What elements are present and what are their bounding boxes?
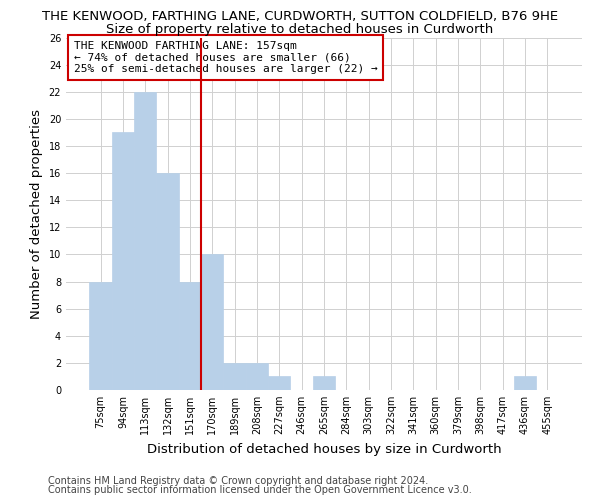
Bar [514, 376, 536, 390]
Text: Contains HM Land Registry data © Crown copyright and database right 2024.: Contains HM Land Registry data © Crown c… [48, 476, 428, 486]
Bar [89, 282, 112, 390]
Bar [313, 376, 335, 390]
X-axis label: Distribution of detached houses by size in Curdworth: Distribution of detached houses by size … [146, 442, 502, 456]
Bar [223, 363, 246, 390]
Text: THE KENWOOD FARTHING LANE: 157sqm
← 74% of detached houses are smaller (66)
25% : THE KENWOOD FARTHING LANE: 157sqm ← 74% … [74, 41, 377, 74]
Bar [134, 92, 157, 390]
Bar [268, 376, 290, 390]
Bar [179, 282, 201, 390]
Text: Size of property relative to detached houses in Curdworth: Size of property relative to detached ho… [106, 22, 494, 36]
Text: THE KENWOOD, FARTHING LANE, CURDWORTH, SUTTON COLDFIELD, B76 9HE: THE KENWOOD, FARTHING LANE, CURDWORTH, S… [42, 10, 558, 23]
Bar [112, 132, 134, 390]
Bar [201, 254, 223, 390]
Y-axis label: Number of detached properties: Number of detached properties [30, 109, 43, 319]
Bar [157, 173, 179, 390]
Bar [246, 363, 268, 390]
Text: Contains public sector information licensed under the Open Government Licence v3: Contains public sector information licen… [48, 485, 472, 495]
